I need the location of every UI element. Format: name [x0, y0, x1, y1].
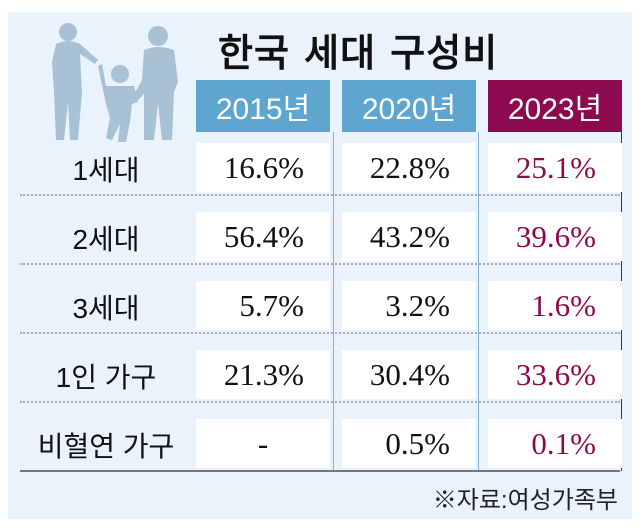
- row-label: 비혈연 가구: [37, 431, 175, 462]
- row-divider: [20, 263, 620, 265]
- row-divider: [20, 194, 620, 196]
- column-header-2023: 2023년: [488, 80, 622, 132]
- row-label: 1인 가구: [55, 362, 157, 393]
- row-label: 2세대: [72, 224, 140, 255]
- table-cell: 1.6%: [488, 281, 622, 330]
- source-note: ※자료:여성가족부: [432, 487, 618, 514]
- column-divider: [478, 132, 479, 471]
- row-divider: [20, 401, 620, 403]
- row-divider: [20, 332, 620, 334]
- table-cell: 0.1%: [488, 419, 622, 468]
- family-silhouette-icon: [52, 23, 178, 142]
- table-cell: 5.7%: [196, 281, 330, 330]
- table-cell: 39.6%: [488, 212, 622, 261]
- table-cell: 16.6%: [196, 143, 330, 192]
- table-cell: 0.5%: [342, 419, 476, 468]
- column-header-2020: 2020년: [342, 80, 476, 132]
- column-header-2015: 2015년: [196, 80, 330, 132]
- row-label: 3세대: [72, 293, 140, 324]
- table-cell: 56.4%: [196, 212, 330, 261]
- table-cell: 22.8%: [342, 143, 476, 192]
- table-cell: 30.4%: [342, 350, 476, 399]
- table-cell: 43.2%: [342, 212, 476, 261]
- row-label: 1세대: [72, 155, 140, 186]
- table-cell: 21.3%: [196, 350, 330, 399]
- table-cell: 25.1%: [488, 143, 622, 192]
- table-cell: 3.2%: [342, 281, 476, 330]
- table-bottom-rule: [20, 470, 620, 472]
- table-cell: 33.6%: [488, 350, 622, 399]
- table-cell: -: [196, 419, 330, 468]
- column-divider: [333, 132, 334, 471]
- page-title: 한국 세대 구성비: [218, 31, 499, 75]
